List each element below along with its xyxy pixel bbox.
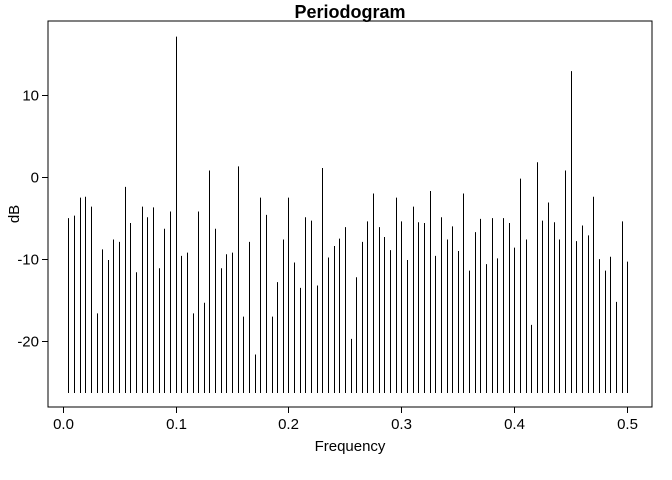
y-tick-label: -20 (17, 334, 39, 351)
x-tick-label: 0.2 (278, 416, 299, 433)
y-tick-label: -10 (17, 252, 39, 269)
y-axis: -20 -10 0 10 (17, 88, 48, 351)
x-axis: 0.0 0.1 0.2 0.3 0.4 0.5 (53, 407, 638, 433)
y-axis-label: dB (6, 205, 23, 223)
x-tick-label: 0.5 (617, 416, 638, 433)
x-tick-label: 0.4 (504, 416, 525, 433)
chart-title: Periodogram (294, 2, 405, 22)
y-tick-label: 0 (31, 170, 39, 187)
x-tick-label: 0.1 (166, 416, 187, 433)
x-tick-label: 0.0 (53, 416, 74, 433)
y-tick-label: 10 (22, 88, 39, 105)
plot-frame (47, 20, 653, 408)
spike-series (68, 36, 628, 394)
x-tick-label: 0.3 (391, 416, 412, 433)
x-axis-label: Frequency (315, 438, 386, 455)
